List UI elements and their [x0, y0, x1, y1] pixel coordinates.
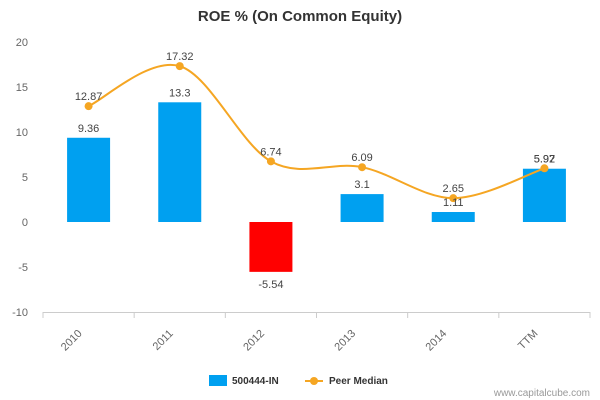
- legend: 500444-IN Peer Median: [209, 375, 388, 387]
- bar-data-label: 5.92: [534, 154, 555, 166]
- legend-label-bar: 500444-IN: [232, 376, 279, 387]
- x-tick-label: 2014: [424, 328, 450, 354]
- bar-data-label: 9.36: [78, 123, 99, 135]
- bar: [340, 194, 384, 222]
- line-point: [175, 62, 184, 71]
- bar-data-label: 13.3: [169, 87, 190, 99]
- line-point: [540, 164, 549, 173]
- y-tick-label: 20: [16, 37, 28, 49]
- line-data-label: 5.97: [534, 153, 555, 165]
- legend-swatch-line-marker: [310, 377, 318, 385]
- legend-label-line: Peer Median: [329, 376, 388, 387]
- bar: [158, 102, 202, 222]
- legend-swatch-bar: [209, 375, 227, 386]
- line-data-label: 12.87: [75, 91, 103, 103]
- line-point: [449, 194, 458, 203]
- chart-title: ROE % (On Common Equity): [198, 8, 402, 25]
- bar: [431, 212, 475, 222]
- data-labels: 9.36 13.3 -5.54 3.1 1.11 5.92 12.87 17.32 6.74 6.…: [75, 51, 555, 291]
- y-tick-label: 15: [16, 82, 28, 94]
- x-tick-label: 2013: [332, 328, 358, 354]
- bar-data-label: -5.54: [258, 279, 283, 291]
- y-tick-label: 0: [22, 217, 28, 229]
- bar-data-label: 3.1: [354, 179, 369, 191]
- line-data-label: 6.74: [260, 146, 281, 158]
- x-axis: 2010 2011 2012 2013 2014 TTM: [42, 312, 591, 354]
- line-series: [84, 62, 549, 203]
- credit-text: www.capitalcube.com: [493, 388, 590, 399]
- line-data-label: 2.65: [443, 183, 464, 195]
- bar: [522, 168, 566, 222]
- bar-series: [67, 102, 566, 272]
- line-path: [88, 63, 545, 200]
- x-tick-label: 2011: [151, 328, 176, 353]
- y-tick-label: 5: [22, 172, 28, 184]
- x-tick-label: 2012: [241, 328, 267, 354]
- y-tick-label: 10: [16, 127, 28, 139]
- line-point: [266, 157, 275, 166]
- line-point: [358, 163, 367, 172]
- bar: [67, 137, 111, 222]
- line-data-label: 17.32: [166, 51, 194, 63]
- x-tick-label: TTM: [516, 328, 540, 352]
- y-axis: -10 -5 0 5 10 15 20: [12, 37, 28, 319]
- line-data-label: 6.09: [351, 152, 372, 164]
- bar-data-label: 1.11: [443, 197, 464, 209]
- y-tick-label: -5: [18, 262, 28, 274]
- x-tick-label: 2010: [59, 328, 85, 354]
- y-tick-label: -10: [12, 307, 28, 319]
- line-point: [84, 102, 93, 111]
- bar: [249, 222, 293, 272]
